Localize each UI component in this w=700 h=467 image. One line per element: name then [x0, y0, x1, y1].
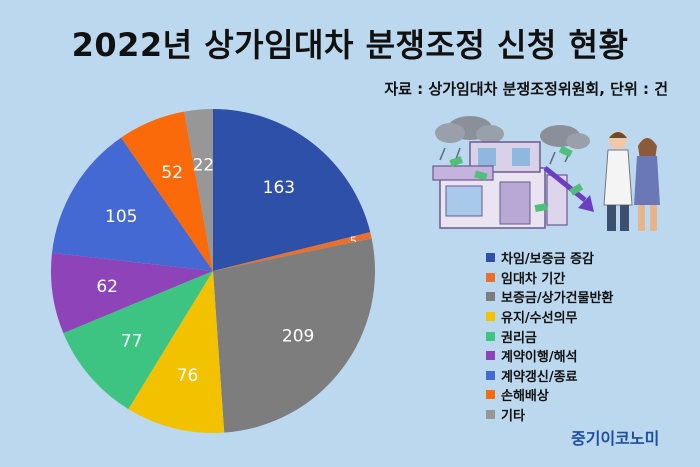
- slice-value-label: 22: [193, 156, 215, 176]
- legend-item: 유지/수선의무: [486, 307, 613, 327]
- legend-label: 차임/보증금 증감: [501, 252, 594, 268]
- source-note: 자료 : 상가임대차 분쟁조정위원회, 단위 : 건: [384, 80, 668, 98]
- slice-value-label: 209: [282, 327, 314, 347]
- pie-slice: [63, 271, 213, 410]
- rain-cloud-icon: [435, 116, 590, 165]
- legend-label: 보증금/상가건물반환: [501, 291, 614, 307]
- slice-value-label: 62: [96, 277, 118, 297]
- legend-label: 유지/수선의무: [501, 311, 578, 327]
- legend-swatch: [486, 312, 495, 322]
- legend-label: 기타: [501, 409, 525, 425]
- legend-swatch: [486, 390, 495, 400]
- slice-value-label: 5: [350, 234, 358, 248]
- pie-slice: [213, 238, 375, 433]
- legend-item: 손해배상: [486, 385, 613, 405]
- shop-building-icon: [432, 141, 568, 229]
- legend-item: 권리금: [486, 326, 613, 346]
- pie-slice: [52, 137, 213, 271]
- legend-item: 차임/보증금 증감: [486, 248, 613, 268]
- pie-slice: [184, 109, 213, 271]
- falling-money-icon: [449, 145, 594, 212]
- legend-swatch: [486, 253, 495, 263]
- chart-title: 2022년 상가임대차 분쟁조정 신청 현황: [71, 26, 629, 64]
- pie-slice: [51, 252, 213, 334]
- legend-item: 계약이행/해석: [486, 346, 613, 366]
- legend-swatch: [486, 410, 495, 420]
- legend-swatch: [486, 272, 495, 282]
- pie-slice: [213, 109, 371, 271]
- slice-value-label: 52: [161, 163, 183, 183]
- legend-swatch: [486, 370, 495, 380]
- slice-value-label: 77: [121, 331, 143, 351]
- legend-item: 보증금/상가건물반환: [486, 287, 613, 307]
- pie-slice: [128, 271, 225, 433]
- legend-item: 계약갱신/종료: [486, 366, 613, 386]
- worried-couple-icon: [603, 131, 660, 231]
- slice-value-label: 163: [263, 178, 295, 198]
- legend-label: 계약이행/해석: [501, 350, 578, 366]
- brand-logo-text: 중기이코노미: [571, 429, 660, 448]
- legend-swatch: [486, 292, 495, 302]
- legend-item: 기타: [486, 405, 613, 425]
- slice-value-label: 105: [105, 207, 137, 227]
- legend-swatch: [486, 331, 495, 341]
- slice-value-label: 76: [177, 366, 199, 386]
- legend-label: 손해배상: [501, 389, 549, 405]
- pie-slice: [121, 111, 213, 271]
- legend-label: 권리금: [501, 330, 537, 346]
- legend-item: 임대차 기간: [486, 268, 613, 288]
- pie-slice: [213, 232, 372, 271]
- legend-swatch: [486, 351, 495, 361]
- legend-label: 계약갱신/종료: [501, 369, 578, 385]
- legend-label: 임대차 기간: [501, 271, 566, 287]
